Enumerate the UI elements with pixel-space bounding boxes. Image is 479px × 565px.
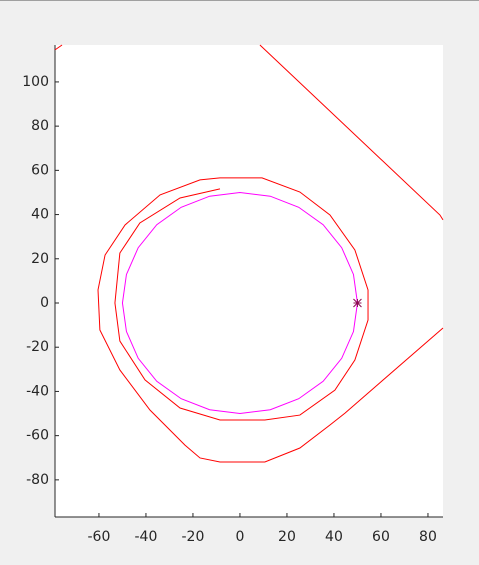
y-tick-label: 0 xyxy=(40,295,49,311)
y-tick-label: 80 xyxy=(31,118,49,134)
star-stroke xyxy=(353,298,362,308)
star-marker xyxy=(353,298,362,308)
contour-line xyxy=(54,44,444,463)
x-tick-label: -60 xyxy=(88,529,111,545)
y-tick-label: -20 xyxy=(26,339,49,355)
x-tick-label: -20 xyxy=(182,529,205,545)
y-tick-label: 60 xyxy=(31,162,49,178)
y-tick-label: 40 xyxy=(31,207,49,223)
y-tick-label: -60 xyxy=(26,428,49,444)
axes-background xyxy=(55,45,443,517)
x-tick-label: -40 xyxy=(135,529,158,545)
y-tick-label: 100 xyxy=(22,74,49,90)
contour-line xyxy=(121,191,358,415)
x-tick-label: 0 xyxy=(235,529,244,545)
x-tick-label: 40 xyxy=(325,529,343,545)
x-tick-label: 80 xyxy=(419,529,437,545)
x-tick-label: 60 xyxy=(372,529,390,545)
y-tick-label: -80 xyxy=(26,472,49,488)
y-tick-label: 20 xyxy=(31,251,49,267)
y-tick-label: -40 xyxy=(26,383,49,399)
x-tick-label: 20 xyxy=(278,529,296,545)
